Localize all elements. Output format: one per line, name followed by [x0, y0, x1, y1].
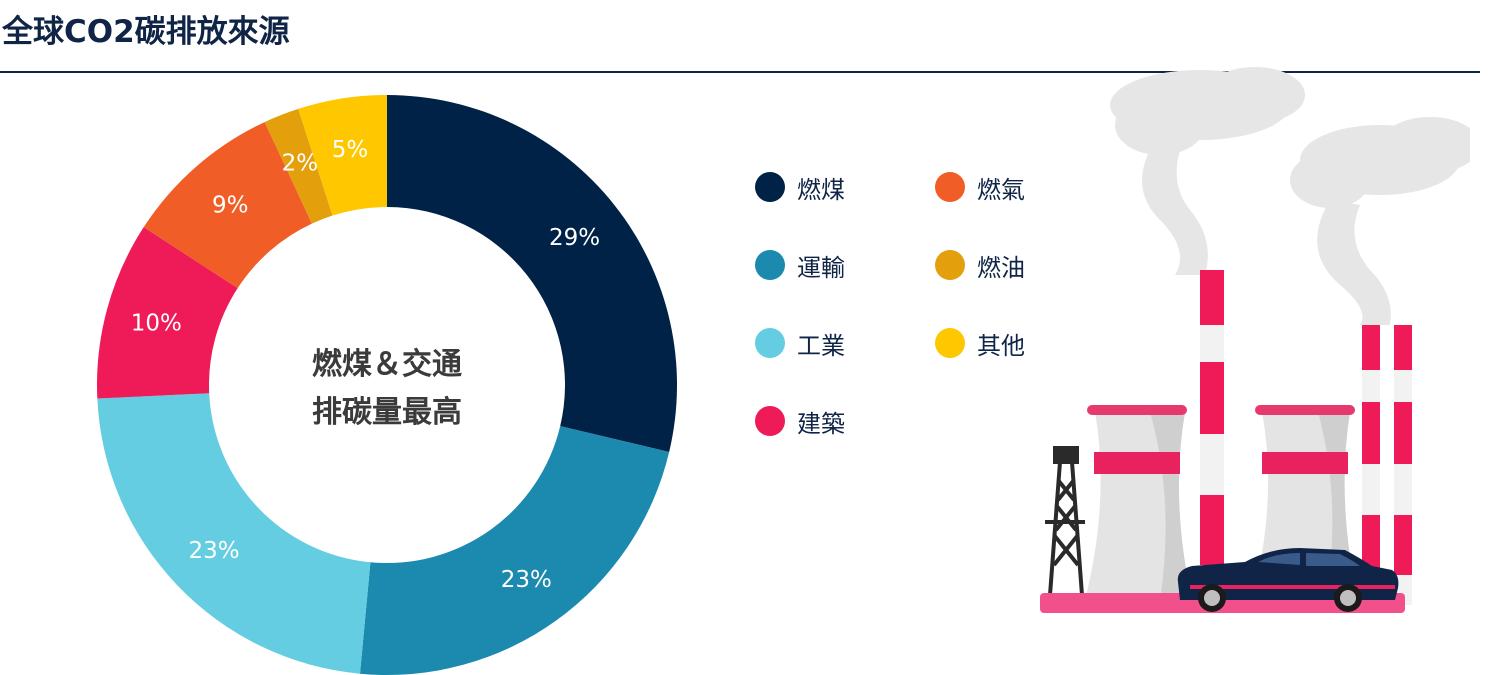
oil-derrick-icon: [1045, 446, 1085, 596]
donut-slice-6: [298, 95, 387, 216]
legend-item: 燃煤: [755, 170, 845, 204]
legend-label: 燃油: [977, 253, 1025, 282]
legend-item: 燃油: [935, 248, 1025, 282]
title-divider: [0, 71, 1480, 73]
smoke-icon: [1110, 67, 1470, 325]
donut-slice-5: [264, 108, 333, 224]
legend-label: 燃氣: [977, 175, 1025, 204]
legend-item: 運輸: [755, 248, 845, 282]
legend-swatch: [935, 328, 965, 358]
twin-chimneys-icon: [1362, 325, 1412, 605]
slice-label-0: 29%: [549, 225, 600, 251]
legend-item: 其他: [935, 326, 1025, 360]
slice-label-2: 23%: [189, 538, 240, 564]
cooling-tower-left-icon: [1085, 405, 1192, 600]
legend-label: 其他: [977, 331, 1025, 360]
chimney-icon: [1200, 270, 1224, 600]
donut-slice-2: [97, 393, 371, 674]
page-title: 全球CO2碳排放來源: [2, 14, 290, 50]
donut-chart: 29% 23% 23% 10% 9% 2% 5% 燃煤＆交通 排碳量最高: [96, 95, 677, 675]
legend-label: 工業: [797, 331, 845, 360]
car-icon: [1177, 548, 1399, 612]
legend-swatch: [935, 250, 965, 280]
donut-slice-0: [387, 95, 677, 453]
donut-slice-1: [359, 426, 670, 675]
slice-label-4: 9%: [212, 193, 249, 219]
legend-item: 工業: [755, 326, 845, 360]
legend-label: 運輸: [797, 253, 845, 282]
donut-slice-3: [96, 227, 238, 399]
legend-swatch: [755, 172, 785, 202]
slice-label-6: 5%: [332, 137, 369, 163]
slice-label-1: 23%: [501, 567, 552, 593]
donut-slice-4: [143, 122, 312, 289]
legend-swatch: [935, 172, 965, 202]
center-text-line-2: 排碳量最高: [312, 395, 462, 430]
legend-item: 燃氣: [935, 170, 1025, 204]
legend-label: 建築: [797, 409, 845, 438]
factory-car-illustration: [1040, 67, 1470, 613]
legend-swatch: [755, 406, 785, 436]
legend-swatch: [755, 250, 785, 280]
slice-label-5: 2%: [282, 150, 319, 176]
legend-item: 建築: [755, 404, 845, 438]
legend-label: 燃煤: [797, 175, 845, 204]
center-text-line-1: 燃煤＆交通: [312, 347, 462, 382]
legend-swatch: [755, 328, 785, 358]
slice-label-3: 10%: [131, 311, 182, 337]
